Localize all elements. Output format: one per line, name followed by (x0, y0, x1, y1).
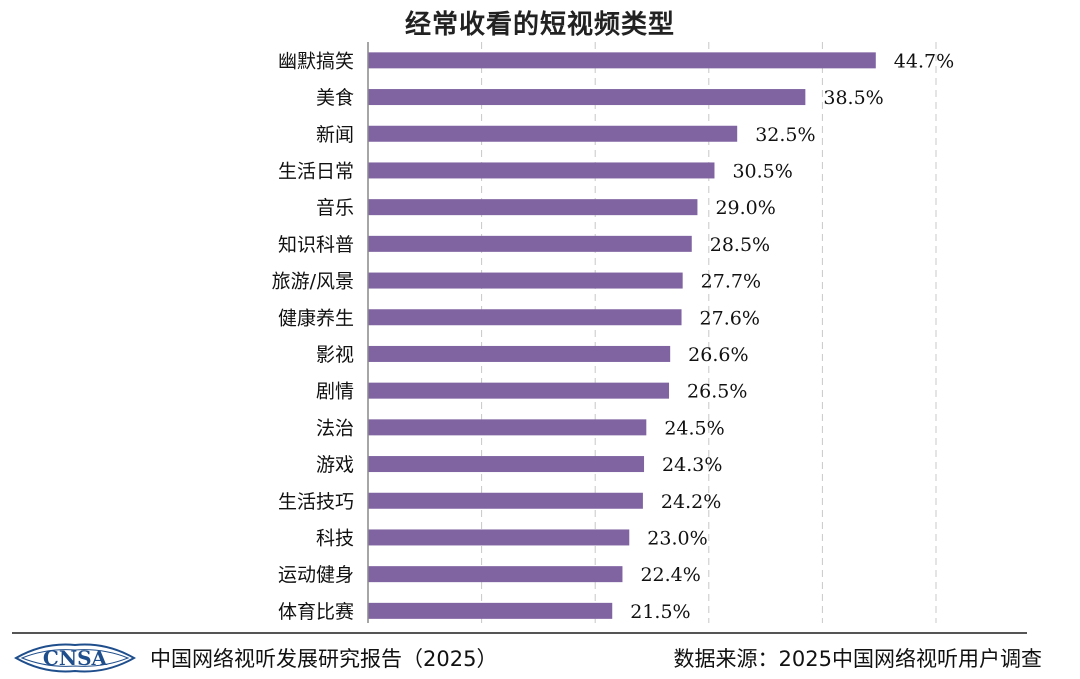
bar (368, 345, 671, 362)
value-label: 27.7% (701, 271, 761, 293)
value-label: 26.6% (688, 344, 748, 366)
value-label: 23.0% (647, 527, 707, 549)
category-label: 影视 (316, 344, 354, 366)
category-label: 科技 (316, 527, 354, 549)
value-label: 24.5% (664, 417, 724, 439)
category-label: 游戏 (316, 454, 354, 476)
value-label: 21.5% (630, 601, 690, 623)
bar (368, 89, 806, 106)
value-label: 38.5% (823, 87, 883, 109)
cnsa-logo: CNSA (14, 643, 136, 673)
bar (368, 162, 715, 179)
bar (368, 309, 682, 326)
value-label: 30.5% (732, 160, 792, 182)
bar (368, 456, 645, 473)
bar (368, 272, 683, 289)
category-label: 健康养生 (278, 307, 354, 329)
bar (368, 199, 698, 216)
footer-divider (12, 632, 1027, 634)
bar (368, 602, 613, 619)
category-label: 剧情 (316, 381, 354, 403)
category-label: 知识科普 (278, 234, 354, 256)
bar (368, 419, 647, 436)
bar (368, 529, 630, 546)
bar (368, 566, 623, 583)
value-label: 29.0% (715, 197, 775, 219)
category-label: 体育比赛 (278, 601, 354, 623)
footer-data-source: 数据来源：2025中国网络视听用户调查 (673, 647, 1042, 671)
bar (368, 52, 876, 69)
bar (368, 382, 670, 399)
category-label: 法治 (316, 417, 354, 439)
value-label: 28.5% (710, 234, 770, 256)
value-label: 32.5% (755, 124, 815, 146)
bar (368, 492, 643, 509)
bars (368, 52, 876, 619)
category-label: 音乐 (316, 197, 354, 219)
category-label: 旅游/风景 (272, 271, 354, 293)
value-label: 22.4% (640, 564, 700, 586)
category-label: 生活日常 (278, 160, 354, 182)
category-label: 美食 (316, 87, 354, 109)
category-label: 运动健身 (278, 564, 354, 586)
value-label: 24.2% (661, 491, 721, 513)
value-labels: 44.7% 38.5% 32.5% 30.5% 29.0% 28.5% 27.7% 27.6%… (630, 50, 954, 623)
cnsa-logo-text: CNSA (43, 646, 108, 670)
value-label: 24.3% (662, 454, 722, 476)
category-label: 幽默搞笑 (278, 50, 354, 72)
bar-chart: 幽默搞笑美食新闻生活日常音乐知识科普旅游/风景健康养生影视剧情法治游戏生活技巧科… (272, 42, 954, 623)
category-label: 生活技巧 (278, 491, 354, 513)
category-labels: 幽默搞笑美食新闻生活日常音乐知识科普旅游/风景健康养生影视剧情法治游戏生活技巧科… (272, 50, 354, 623)
value-label: 44.7% (894, 50, 954, 72)
bar (368, 125, 738, 142)
chart-title: 经常收看的短视频类型 (404, 10, 675, 40)
value-label: 26.5% (687, 381, 747, 403)
category-label: 新闻 (316, 124, 354, 146)
bar (368, 235, 692, 252)
value-label: 27.6% (700, 307, 760, 329)
footer-report-title: 中国网络视听发展研究报告（2025） (150, 647, 498, 671)
